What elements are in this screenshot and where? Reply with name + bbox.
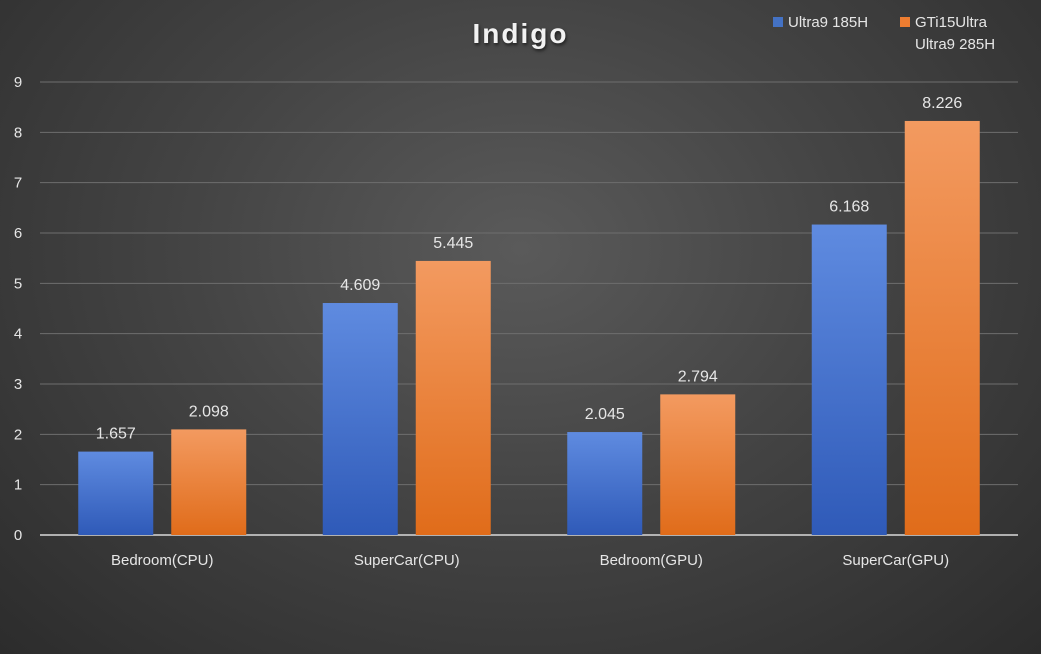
y-tick-label: 7: [14, 175, 22, 192]
bar-series-2-4: [904, 120, 980, 535]
y-tick-label: 5: [14, 275, 22, 292]
data-label: 6.168: [829, 199, 869, 216]
data-label: 2.098: [189, 403, 229, 420]
data-label: 8.226: [922, 95, 962, 112]
y-tick-label: 6: [14, 225, 22, 242]
bar-series-2-3: [660, 394, 736, 535]
bar-series-1-3: [567, 432, 643, 535]
y-tick-label: 2: [14, 426, 22, 443]
bar-series-1-4: [811, 224, 887, 535]
data-label: 1.657: [96, 426, 136, 443]
x-tick-label: SuperCar(GPU): [842, 552, 949, 569]
data-label: 2.794: [678, 368, 718, 385]
y-tick-label: 1: [14, 477, 22, 494]
bar-series-2-2: [415, 260, 491, 535]
data-label: 5.445: [433, 235, 473, 252]
y-tick-label: 4: [14, 326, 22, 343]
data-label: 2.045: [585, 406, 625, 423]
x-tick-label: Bedroom(CPU): [111, 552, 214, 569]
y-tick-label: 3: [14, 376, 22, 393]
legend-label-series-1: Ultra9 185H: [788, 14, 869, 31]
bar-series-1-1: [78, 451, 154, 535]
legend-label-series-2: GTi15Ultra Ultra9 285H: [915, 14, 996, 53]
legend-swatch-series-1: [773, 17, 783, 27]
y-tick-label: 9: [14, 74, 22, 91]
x-tick-label: Bedroom(GPU): [600, 552, 703, 569]
bar-series-1-2: [322, 303, 398, 535]
y-tick-label: 8: [14, 124, 22, 141]
chart-title: Indigo: [472, 18, 569, 49]
bar-series-2-1: [171, 429, 247, 535]
legend-swatch-series-2: [900, 17, 910, 27]
y-tick-label: 0: [14, 527, 22, 544]
x-tick-label: SuperCar(CPU): [354, 552, 460, 569]
data-label: 4.609: [340, 277, 380, 294]
